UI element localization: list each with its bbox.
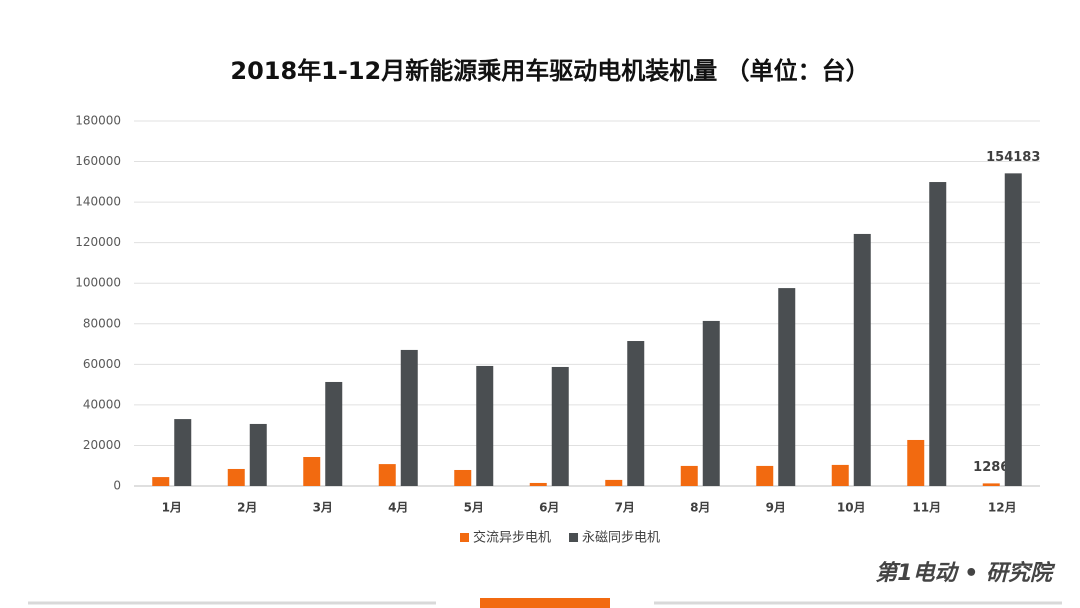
bar bbox=[227, 468, 245, 486]
bar bbox=[907, 439, 925, 486]
bar bbox=[249, 423, 267, 486]
x-tick-label: 12月 bbox=[988, 501, 1017, 515]
bar bbox=[174, 419, 192, 486]
y-tick-label: 0 bbox=[113, 479, 121, 493]
x-tick-label: 7月 bbox=[615, 501, 635, 515]
bar bbox=[529, 482, 547, 486]
bar bbox=[325, 381, 343, 486]
chart-title: 2018年1-12月新能源乘用车驱动电机装机量 （单位：台） bbox=[230, 57, 869, 85]
bar bbox=[680, 465, 698, 486]
bar bbox=[400, 349, 418, 486]
footer-block bbox=[480, 598, 610, 608]
bar bbox=[831, 464, 849, 486]
bar bbox=[303, 457, 321, 486]
legend-label: 永磁同步电机 bbox=[582, 531, 660, 546]
x-tick-label: 2月 bbox=[237, 501, 257, 515]
legend-swatch bbox=[460, 533, 469, 542]
data-label: 1286 bbox=[973, 460, 1009, 475]
data-label: 154183 bbox=[986, 150, 1040, 165]
bar bbox=[756, 465, 774, 486]
legend-label: 交流异步电机 bbox=[473, 530, 551, 546]
y-tick-label: 120000 bbox=[75, 235, 121, 249]
x-tick-label: 4月 bbox=[388, 501, 408, 515]
bar bbox=[982, 483, 1000, 486]
y-tick-label: 60000 bbox=[83, 357, 121, 371]
bar bbox=[454, 469, 472, 486]
x-tick-label: 6月 bbox=[539, 501, 559, 515]
y-tick-label: 100000 bbox=[75, 276, 121, 290]
bar bbox=[605, 479, 623, 486]
bar bbox=[853, 233, 871, 486]
x-tick-label: 8月 bbox=[690, 501, 710, 515]
x-tick-label: 9月 bbox=[766, 501, 786, 515]
logo: 第1电动 • 研究院 bbox=[875, 560, 1056, 586]
legend-swatch bbox=[569, 533, 579, 542]
y-tick-label: 160000 bbox=[75, 154, 121, 168]
bar bbox=[378, 464, 396, 486]
bar bbox=[152, 477, 170, 486]
bar bbox=[551, 366, 569, 486]
y-tick-label: 80000 bbox=[83, 316, 121, 330]
bar bbox=[627, 341, 645, 486]
y-tick-label: 40000 bbox=[83, 397, 121, 411]
bar bbox=[702, 320, 720, 486]
x-tick-label: 11月 bbox=[912, 501, 941, 515]
bar bbox=[476, 365, 494, 486]
x-tick-label: 3月 bbox=[313, 501, 333, 515]
x-tick-label: 10月 bbox=[837, 501, 866, 515]
bar bbox=[1004, 173, 1022, 486]
y-tick-label: 180000 bbox=[75, 114, 121, 128]
x-tick-label: 1月 bbox=[162, 501, 182, 515]
y-tick-label: 140000 bbox=[75, 195, 121, 209]
bar bbox=[778, 288, 796, 486]
x-tick-label: 5月 bbox=[464, 501, 484, 515]
bar bbox=[929, 182, 947, 486]
y-tick-label: 20000 bbox=[83, 438, 121, 452]
